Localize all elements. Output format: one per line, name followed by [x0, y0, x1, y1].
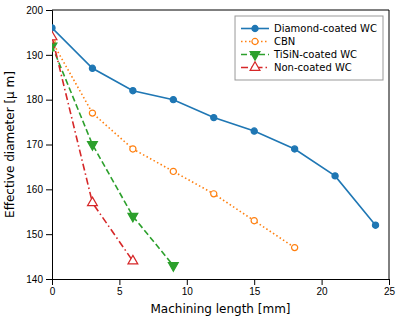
point	[130, 146, 136, 152]
legend-entry: Non-coated WC	[241, 62, 352, 73]
point	[251, 128, 257, 134]
point	[88, 197, 98, 206]
tick-label: 0	[50, 286, 56, 297]
tick-label: 15	[249, 286, 261, 297]
series-line	[52, 37, 133, 261]
legend-marker	[252, 38, 258, 44]
tick: 180	[26, 94, 52, 105]
legend-marker	[250, 52, 260, 61]
legend-label: Diamond-coated WC	[274, 23, 377, 34]
tick: 170	[26, 139, 52, 150]
axis-line	[46, 11, 53, 280]
frame	[389, 10, 390, 279]
tick: 0	[50, 279, 56, 297]
tick-mark	[389, 279, 390, 285]
point	[128, 255, 138, 264]
legend-marker	[252, 25, 258, 31]
tick-mark	[46, 189, 52, 190]
tick: 25	[384, 279, 396, 297]
tick-label: 150	[26, 229, 43, 240]
point	[52, 31, 57, 40]
legend: Diamond-coated WC CBN TiSiN-coated WC Non-c…	[235, 16, 383, 80]
tick: 150	[26, 229, 52, 240]
legend-box	[235, 16, 383, 80]
tick-label: 190	[26, 50, 43, 61]
x-axis: 0 5 10 15 20 25	[50, 279, 396, 297]
point	[211, 191, 217, 197]
point	[170, 168, 176, 174]
legend-label: CBN	[274, 36, 295, 47]
tick: 140	[26, 274, 52, 285]
tick-label: 25	[384, 286, 396, 297]
tick-label: 10	[182, 286, 194, 297]
marks	[52, 25, 379, 271]
legend-entry: Diamond-coated WC	[241, 23, 377, 34]
tick-mark	[119, 279, 120, 285]
legend-entry: CBN	[241, 36, 295, 47]
frame	[52, 10, 389, 11]
series-line	[52, 28, 376, 225]
point	[170, 97, 176, 103]
point	[292, 146, 298, 152]
plot: 0 5 10 15 20 25 140 150 160 170 180 190 200 Diamond-c…	[26, 5, 395, 297]
tick-label: 170	[26, 139, 43, 150]
tick: 20	[317, 279, 329, 297]
tick-label: 200	[26, 5, 43, 16]
axis-line	[53, 280, 390, 286]
point	[292, 245, 298, 251]
tick: 15	[249, 279, 261, 297]
tick-mark	[322, 279, 323, 285]
tick-label: 5	[117, 286, 123, 297]
legend-marker	[250, 62, 260, 71]
point	[88, 142, 98, 151]
y-axis: 140 150 160 170 180 190 200	[26, 5, 52, 285]
tick-mark	[46, 234, 52, 235]
point	[89, 65, 95, 71]
point	[52, 25, 55, 31]
chart: 0 5 10 15 20 25 140 150 160 170 180 190 200 Diamond-c…	[0, 0, 401, 321]
tick-mark	[46, 100, 52, 101]
point	[332, 173, 338, 179]
tick-label: 160	[26, 184, 43, 195]
tick-mark	[46, 145, 52, 146]
tick-mark	[187, 279, 188, 285]
point	[168, 263, 178, 272]
tick: 10	[182, 279, 194, 297]
point	[372, 222, 378, 228]
tick-mark	[46, 10, 52, 11]
y-axis-title: Effective diameter [μ m]	[3, 71, 17, 218]
legend-label: TiSiN-coated WC	[273, 49, 357, 60]
tick: 190	[26, 50, 52, 61]
legend-label: Non-coated WC	[274, 62, 352, 73]
point	[128, 213, 138, 222]
tick-label: 140	[26, 274, 43, 285]
point	[130, 88, 136, 94]
tick-mark	[46, 55, 52, 56]
point	[251, 218, 257, 224]
point	[89, 110, 95, 116]
tick: 5	[117, 279, 123, 297]
tick-mark	[46, 279, 52, 280]
x-axis-title: Machining length [mm]	[150, 302, 290, 316]
tick-mark	[254, 279, 255, 285]
legend-entry: TiSiN-coated WC	[241, 49, 357, 60]
tick-label: 180	[26, 94, 43, 105]
tick: 200	[26, 5, 52, 16]
tick: 160	[26, 184, 52, 195]
point	[211, 115, 217, 121]
tick-label: 20	[317, 286, 329, 297]
